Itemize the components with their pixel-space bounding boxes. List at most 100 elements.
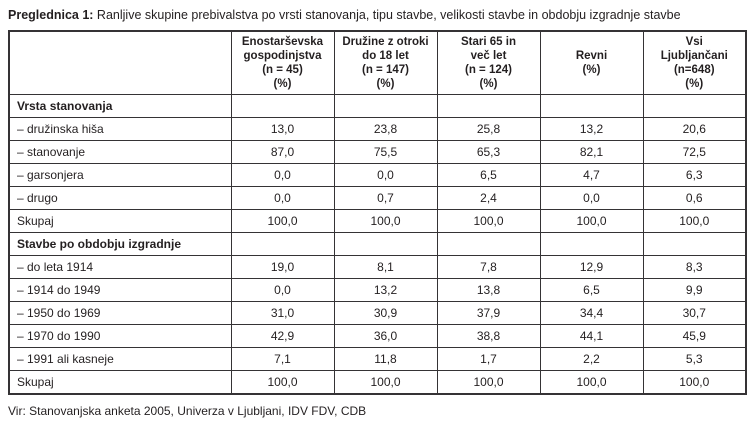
table-caption-label: Preglednica 1:: [8, 8, 94, 22]
table-row: Vrsta stanovanja: [8, 94, 747, 118]
table-row: – 1950 do 1969 31,0 30,9 37,9 34,4 30,7: [8, 301, 747, 325]
cell-value: [333, 232, 438, 256]
cell-value: 100,0: [333, 209, 438, 233]
cell-value: 20,6: [642, 117, 747, 141]
cell-value: [230, 232, 335, 256]
cell-value: 2,2: [539, 347, 644, 371]
row-label: – stanovanje: [8, 140, 232, 164]
row-label: – drugo: [8, 186, 232, 210]
cell-value: 100,0: [436, 370, 541, 394]
cell-value: 7,1: [230, 347, 335, 371]
cell-value: 36,0: [333, 324, 438, 348]
cell-value: 6,5: [436, 163, 541, 187]
cell-value: [539, 232, 644, 256]
cell-value: 100,0: [539, 370, 644, 394]
cell-value: [436, 232, 541, 256]
row-label: – 1991 ali kasneje: [8, 347, 232, 371]
table-row: – do leta 1914 19,0 8,1 7,8 12,9 8,3: [8, 255, 747, 279]
cell-value: 0,6: [642, 186, 747, 210]
table-body: Vrsta stanovanja – družinska hiša 13,0 23,8…: [8, 94, 747, 394]
vulnerable-groups-table: Enostarševska gospodinjstva (n = 45) (%)…: [8, 30, 747, 395]
cell-value: 34,4: [539, 301, 644, 325]
table-row: – 1970 do 1990 42,9 36,0 38,8 44,1 45,9: [8, 324, 747, 348]
cell-value: 87,0: [230, 140, 335, 164]
row-label: – 1950 do 1969: [8, 301, 232, 325]
cell-value: 4,7: [539, 163, 644, 187]
cell-value: 23,8: [333, 117, 438, 141]
table-header-row: Enostarševska gospodinjstva (n = 45) (%)…: [8, 30, 747, 95]
cell-value: 0,0: [230, 278, 335, 302]
table-row: – družinska hiša 13,0 23,8 25,8 13,2 20,6: [8, 117, 747, 141]
cell-value: 44,1: [539, 324, 644, 348]
cell-value: [539, 94, 644, 118]
column-header: Družine z otroki do 18 let (n = 147) (%): [333, 30, 438, 95]
cell-value: 38,8: [436, 324, 541, 348]
table-row: – 1914 do 1949 0,0 13,2 13,8 6,5 9,9: [8, 278, 747, 302]
table-row: – drugo 0,0 0,7 2,4 0,0 0,6: [8, 186, 747, 210]
cell-value: 11,8: [333, 347, 438, 371]
cell-value: 100,0: [642, 209, 747, 233]
table-row: – garsonjera 0,0 0,0 6,5 4,7 6,3: [8, 163, 747, 187]
cell-value: 72,5: [642, 140, 747, 164]
row-label: – družinska hiša: [8, 117, 232, 141]
table-row: Skupaj 100,0 100,0 100,0 100,0 100,0: [8, 370, 747, 394]
cell-value: 0,0: [333, 163, 438, 187]
cell-value: 13,0: [230, 117, 335, 141]
cell-value: 65,3: [436, 140, 541, 164]
cell-value: 19,0: [230, 255, 335, 279]
cell-value: 13,2: [333, 278, 438, 302]
cell-value: 5,3: [642, 347, 747, 371]
cell-value: 13,2: [539, 117, 644, 141]
row-label: Skupaj: [8, 209, 232, 233]
cell-value: 0,0: [230, 186, 335, 210]
source-line: Vir: Stanovanjska anketa 2005, Univerza …: [8, 403, 367, 418]
column-header: Stari 65 in več let (n = 124) (%): [436, 30, 541, 95]
cell-value: 100,0: [230, 370, 335, 394]
cell-value: 30,9: [333, 301, 438, 325]
cell-value: [436, 94, 541, 118]
table-row: – 1991 ali kasneje 7,1 11,8 1,7 2,2 5,3: [8, 347, 747, 371]
table-row: Skupaj 100,0 100,0 100,0 100,0 100,0: [8, 209, 747, 233]
cell-value: 82,1: [539, 140, 644, 164]
cell-value: 0,0: [230, 163, 335, 187]
cell-value: [333, 94, 438, 118]
cell-value: 7,8: [436, 255, 541, 279]
cell-value: 6,5: [539, 278, 644, 302]
cell-value: [642, 232, 747, 256]
cell-value: 30,7: [642, 301, 747, 325]
cell-value: 45,9: [642, 324, 747, 348]
table-caption-text: Ranljive skupine prebivalstva po vrsti s…: [93, 8, 681, 22]
row-label: – garsonjera: [8, 163, 232, 187]
cell-value: 100,0: [230, 209, 335, 233]
cell-value: 100,0: [333, 370, 438, 394]
cell-value: 0,0: [539, 186, 644, 210]
cell-value: 37,9: [436, 301, 541, 325]
cell-value: 2,4: [436, 186, 541, 210]
cell-value: 6,3: [642, 163, 747, 187]
table-header: Enostarševska gospodinjstva (n = 45) (%)…: [8, 30, 747, 95]
cell-value: 42,9: [230, 324, 335, 348]
cell-value: 75,5: [333, 140, 438, 164]
column-header: Enostarševska gospodinjstva (n = 45) (%): [230, 30, 335, 95]
cell-value: 100,0: [436, 209, 541, 233]
row-label: – do leta 1914: [8, 255, 232, 279]
row-label: – 1970 do 1990: [8, 324, 232, 348]
cell-value: 8,3: [642, 255, 747, 279]
row-label: Vrsta stanovanja: [8, 94, 232, 118]
cell-value: [230, 94, 335, 118]
cell-value: 12,9: [539, 255, 644, 279]
column-header: Vsi Ljubljančani (n=648) (%): [642, 30, 747, 95]
row-label: Skupaj: [8, 370, 232, 394]
cell-value: 8,1: [333, 255, 438, 279]
cell-value: 100,0: [642, 370, 747, 394]
cell-value: 100,0: [539, 209, 644, 233]
cell-value: [642, 94, 747, 118]
row-label: – 1914 do 1949: [8, 278, 232, 302]
column-header-empty: [8, 30, 232, 95]
column-header: Revni (%): [539, 30, 644, 95]
table-caption: Preglednica 1: Ranljive skupine prebival…: [0, 0, 754, 23]
cell-value: 9,9: [642, 278, 747, 302]
cell-value: 0,7: [333, 186, 438, 210]
cell-value: 13,8: [436, 278, 541, 302]
cell-value: 31,0: [230, 301, 335, 325]
